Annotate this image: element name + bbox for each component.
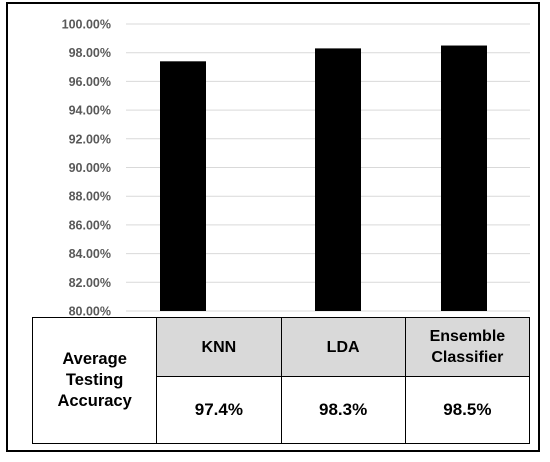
bar-chart: 80.00% 82.00% 84.00% 86.00% 88.00% 90.00% 92.0…	[62, 18, 530, 317]
y-tick-label: 80.00%	[69, 305, 111, 317]
bar	[441, 45, 487, 312]
table-header-row: Average Testing Accuracy KNN LDA Ensembl…	[31, 317, 531, 444]
y-tick-label: 92.00%	[69, 132, 111, 146]
y-tick-label: 90.00%	[69, 161, 111, 175]
table-value-row: 97.4% 98.3% 98.5%	[33, 376, 531, 444]
table-value-ensemble: 98.5%	[404, 376, 531, 444]
y-tick-label: 98.00%	[69, 46, 111, 60]
figure-frame: 80.00% 82.00% 84.00% 86.00% 88.00% 90.00% 92.0…	[6, 2, 540, 452]
y-tick-label: 88.00%	[69, 190, 111, 204]
accuracy-table: Average Testing Accuracy KNN LDA Ensembl…	[31, 317, 531, 444]
y-tick-label: 84.00%	[69, 247, 111, 261]
y-tick-label: 86.00%	[69, 218, 111, 232]
y-tick-label: 94.00%	[69, 104, 111, 118]
table-value-knn: 97.4%	[156, 376, 282, 444]
table-value-lda: 98.3%	[280, 376, 406, 444]
y-tick-label: 100.00%	[62, 18, 111, 32]
table-row-label: Average Testing Accuracy	[31, 317, 158, 444]
table-header-knn: KNN	[156, 317, 282, 377]
bar	[160, 61, 206, 312]
table-header-lda: LDA	[280, 317, 406, 377]
bar	[315, 48, 361, 312]
y-tick-label: 82.00%	[69, 276, 111, 290]
table-header-ensemble: Ensemble Classifier	[404, 317, 531, 377]
y-tick-label: 96.00%	[69, 75, 111, 89]
